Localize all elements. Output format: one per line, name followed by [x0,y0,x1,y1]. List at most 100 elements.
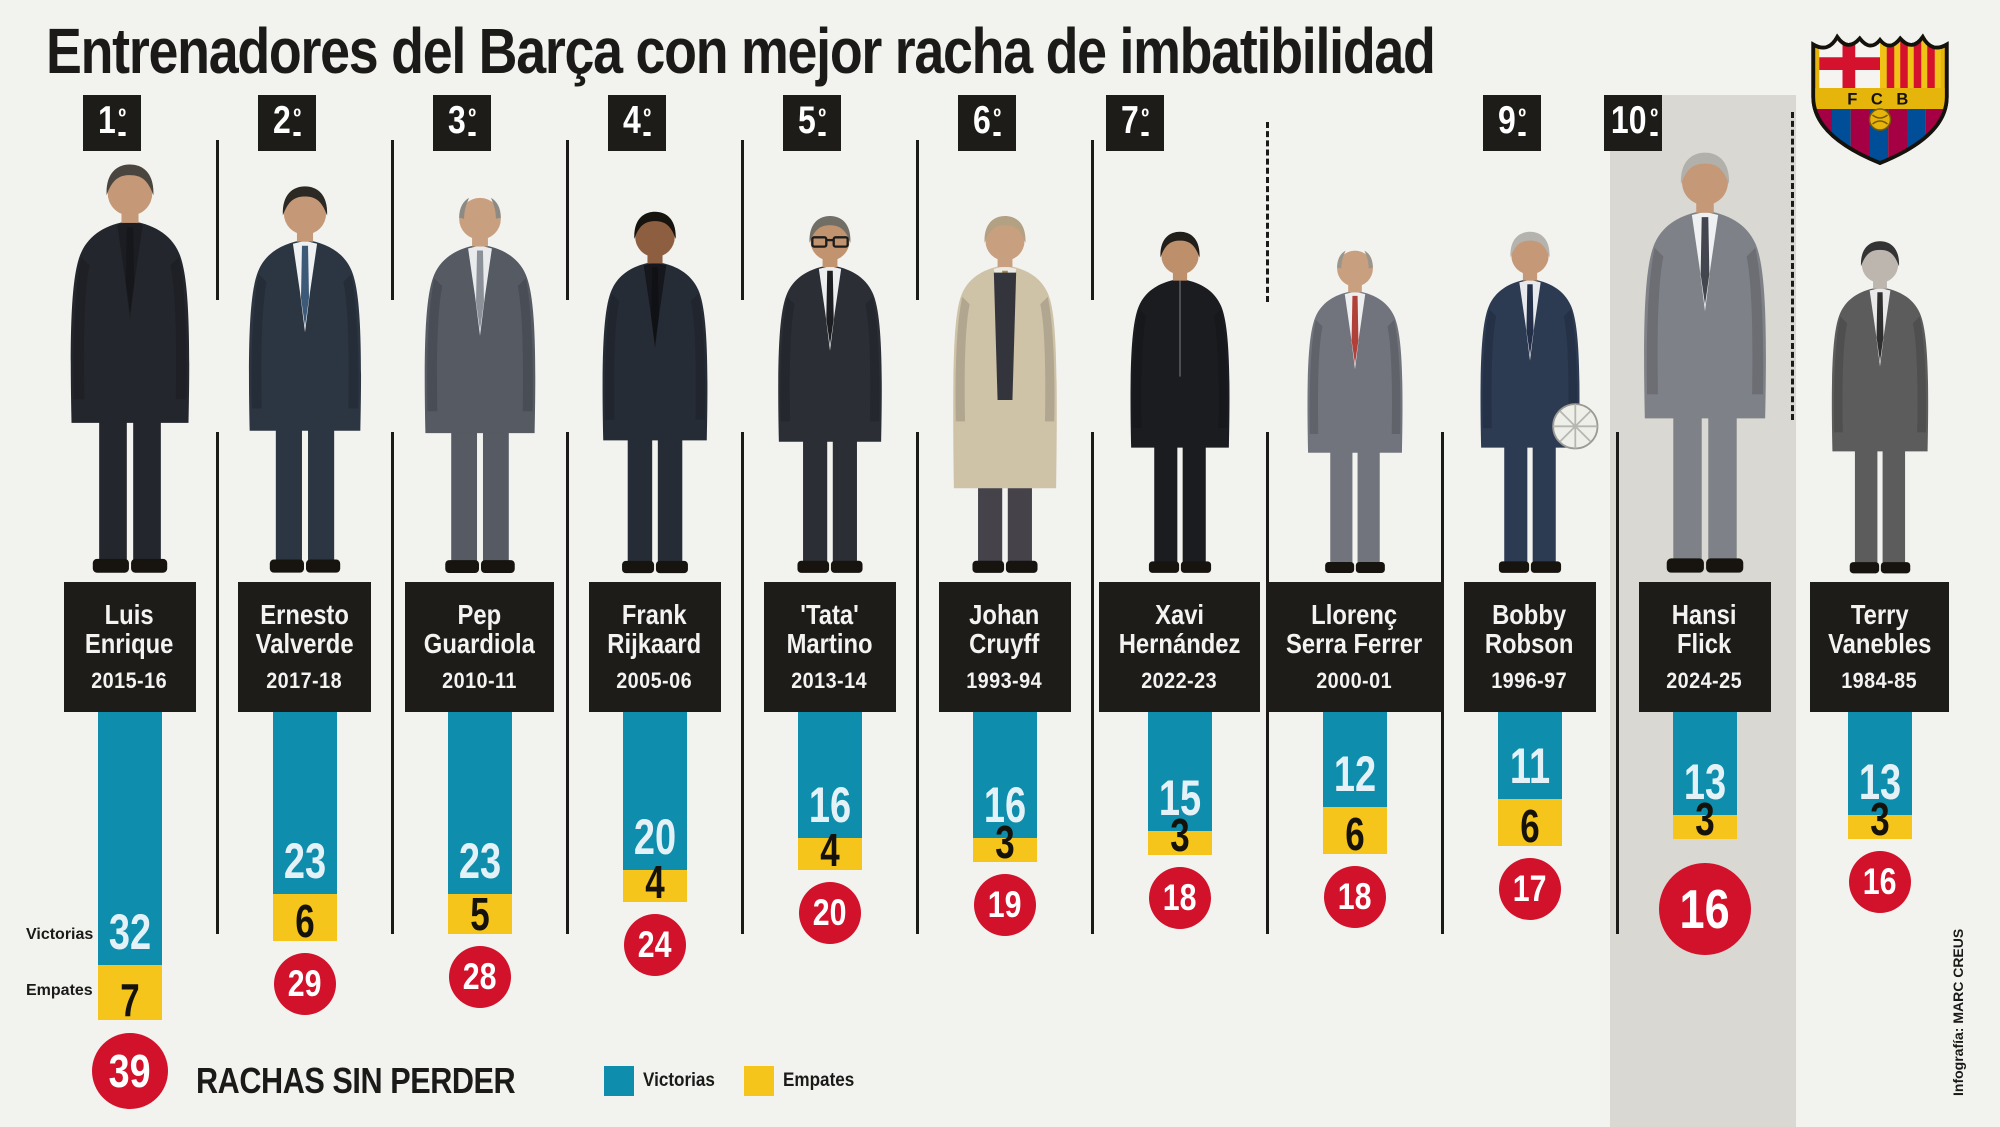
rank-ordinal: º [1518,102,1527,136]
coach-name: Johan Cruyff [969,598,1040,659]
wins-bar-segment [1322,712,1387,807]
coach-name: Frank Rijkaard [607,598,702,659]
draws-bar-segment [447,894,512,934]
coach-name: Llorenç Serra Ferrer [1286,599,1423,659]
coach-name-line: Johan [969,598,1040,630]
total-value: 39 [108,1045,151,1097]
empates-swatch-icon [744,1066,775,1096]
total-value: 24 [637,924,672,965]
column-separator [915,432,919,934]
total-value: 19 [987,884,1022,925]
rank-ordinal: º [818,102,827,136]
streak-bar: 16 3 [972,712,1037,865]
coach-name-box: Luis Enrique 2015-16 [63,582,196,712]
total-value: 29 [287,963,322,1004]
wins-bar-segment [1147,712,1212,831]
total-circle: 28 [448,946,511,1008]
coach-name-line: Cruyff [969,628,1040,659]
rank-separator [740,140,744,300]
total-value: 20 [812,892,847,933]
streak-bar: 23 6 [272,712,337,944]
total-circle: 16 [1848,851,1911,913]
axis-label-empates: Empates [26,982,93,999]
coach-name: Ernesto Valverde [256,598,354,658]
coach-name-line: Ernesto [260,598,349,630]
coach-name: Pep Guardiola [423,598,536,659]
wins-bar-segment [1672,712,1737,815]
coach-photo [1282,239,1427,582]
rank-ordinal: º [118,102,127,136]
wins-bar-segment [97,712,162,965]
coach-name-line: Frank [622,598,687,630]
coach-name-line: Guardiola [423,628,536,659]
draws-bar-segment [1322,807,1387,854]
draws-value: 5 [469,888,490,940]
coach-photo [395,185,564,582]
coach-season: 2005-06 [616,668,693,694]
total-value: 18 [1162,877,1197,918]
rank-number: 4 [623,99,642,142]
coach-photo [39,157,220,582]
coach-photo [926,209,1084,582]
coach-name: Bobby Robson [1485,599,1574,658]
streak-bar: 11 6 [1497,712,1562,852]
coach-name-box: Hansi Flick 2024-25 [1638,582,1771,712]
draws-bar-segment [1147,831,1212,855]
rank-ordinal: º [1650,102,1658,136]
fcb-crest-icon: F C B [1811,33,1949,166]
streak-bar: 32 7 [97,712,162,1023]
column-separator [1090,432,1094,934]
total-circle: 16 [1658,863,1751,955]
draws-bar-segment [1847,815,1912,839]
coach-name-line: Hernández [1118,628,1241,659]
wins-value: 13 [1683,754,1726,810]
wins-bar-segment [272,712,337,894]
rank-separator [390,140,394,300]
coach-photo [1806,235,1953,582]
streak-bar: 13 3 [1672,712,1737,842]
draws-value: 6 [1344,808,1365,860]
wins-bar-segment [447,712,512,894]
coach-name-line: Pep [457,598,502,630]
legend: RACHAS SIN PERDER Victorias Empates [196,1060,885,1102]
rank-number: 10 [1610,99,1647,142]
legend-title: RACHAS SIN PERDER [196,1060,516,1101]
total-circle: 20 [798,882,861,944]
wins-bar-segment [972,712,1037,838]
coach-photo [1104,225,1255,582]
coach-name-line: Serra Ferrer [1286,628,1423,659]
total-value: 18 [1337,876,1372,917]
draws-bar-segment [97,965,162,1020]
coach-photo [575,205,735,582]
rank-separator [215,140,219,300]
coach-name-line: Rijkaard [607,628,702,659]
coach-column-lloren-serraferrer: Llorenç Serra Ferrer 2000-01 12 6 18 [1265,95,1444,1127]
draws-bar-segment [272,894,337,941]
total-circle: 29 [273,953,336,1015]
total-value: 16 [1679,878,1730,940]
coach-season: 2013-14 [791,668,868,694]
coach-name-line: Enrique [85,628,174,659]
coach-name-box: Xavi Hernández 2022-23 [1098,582,1261,712]
total-circle: 39 [91,1033,168,1109]
coach-season: 1984-85 [1841,668,1918,694]
draws-bar-segment [622,870,687,902]
coach-column-terry-vanebles: Terry Vanebles 1984-85 13 3 16 [1792,95,1967,1127]
coach-name-box: Llorenç Serra Ferrer 2000-01 [1265,582,1444,712]
wins-value: 11 [1509,738,1550,794]
coach-photo [219,179,390,582]
draws-value: 6 [1519,800,1540,852]
column-separator [565,432,569,934]
coach-name-line: Vanebles [1827,628,1932,659]
total-value: 16 [1862,861,1897,902]
legend-empates-label: Empates [783,1070,855,1091]
page-title-text: Entrenadores del Barça con mejor racha d… [46,15,1436,87]
